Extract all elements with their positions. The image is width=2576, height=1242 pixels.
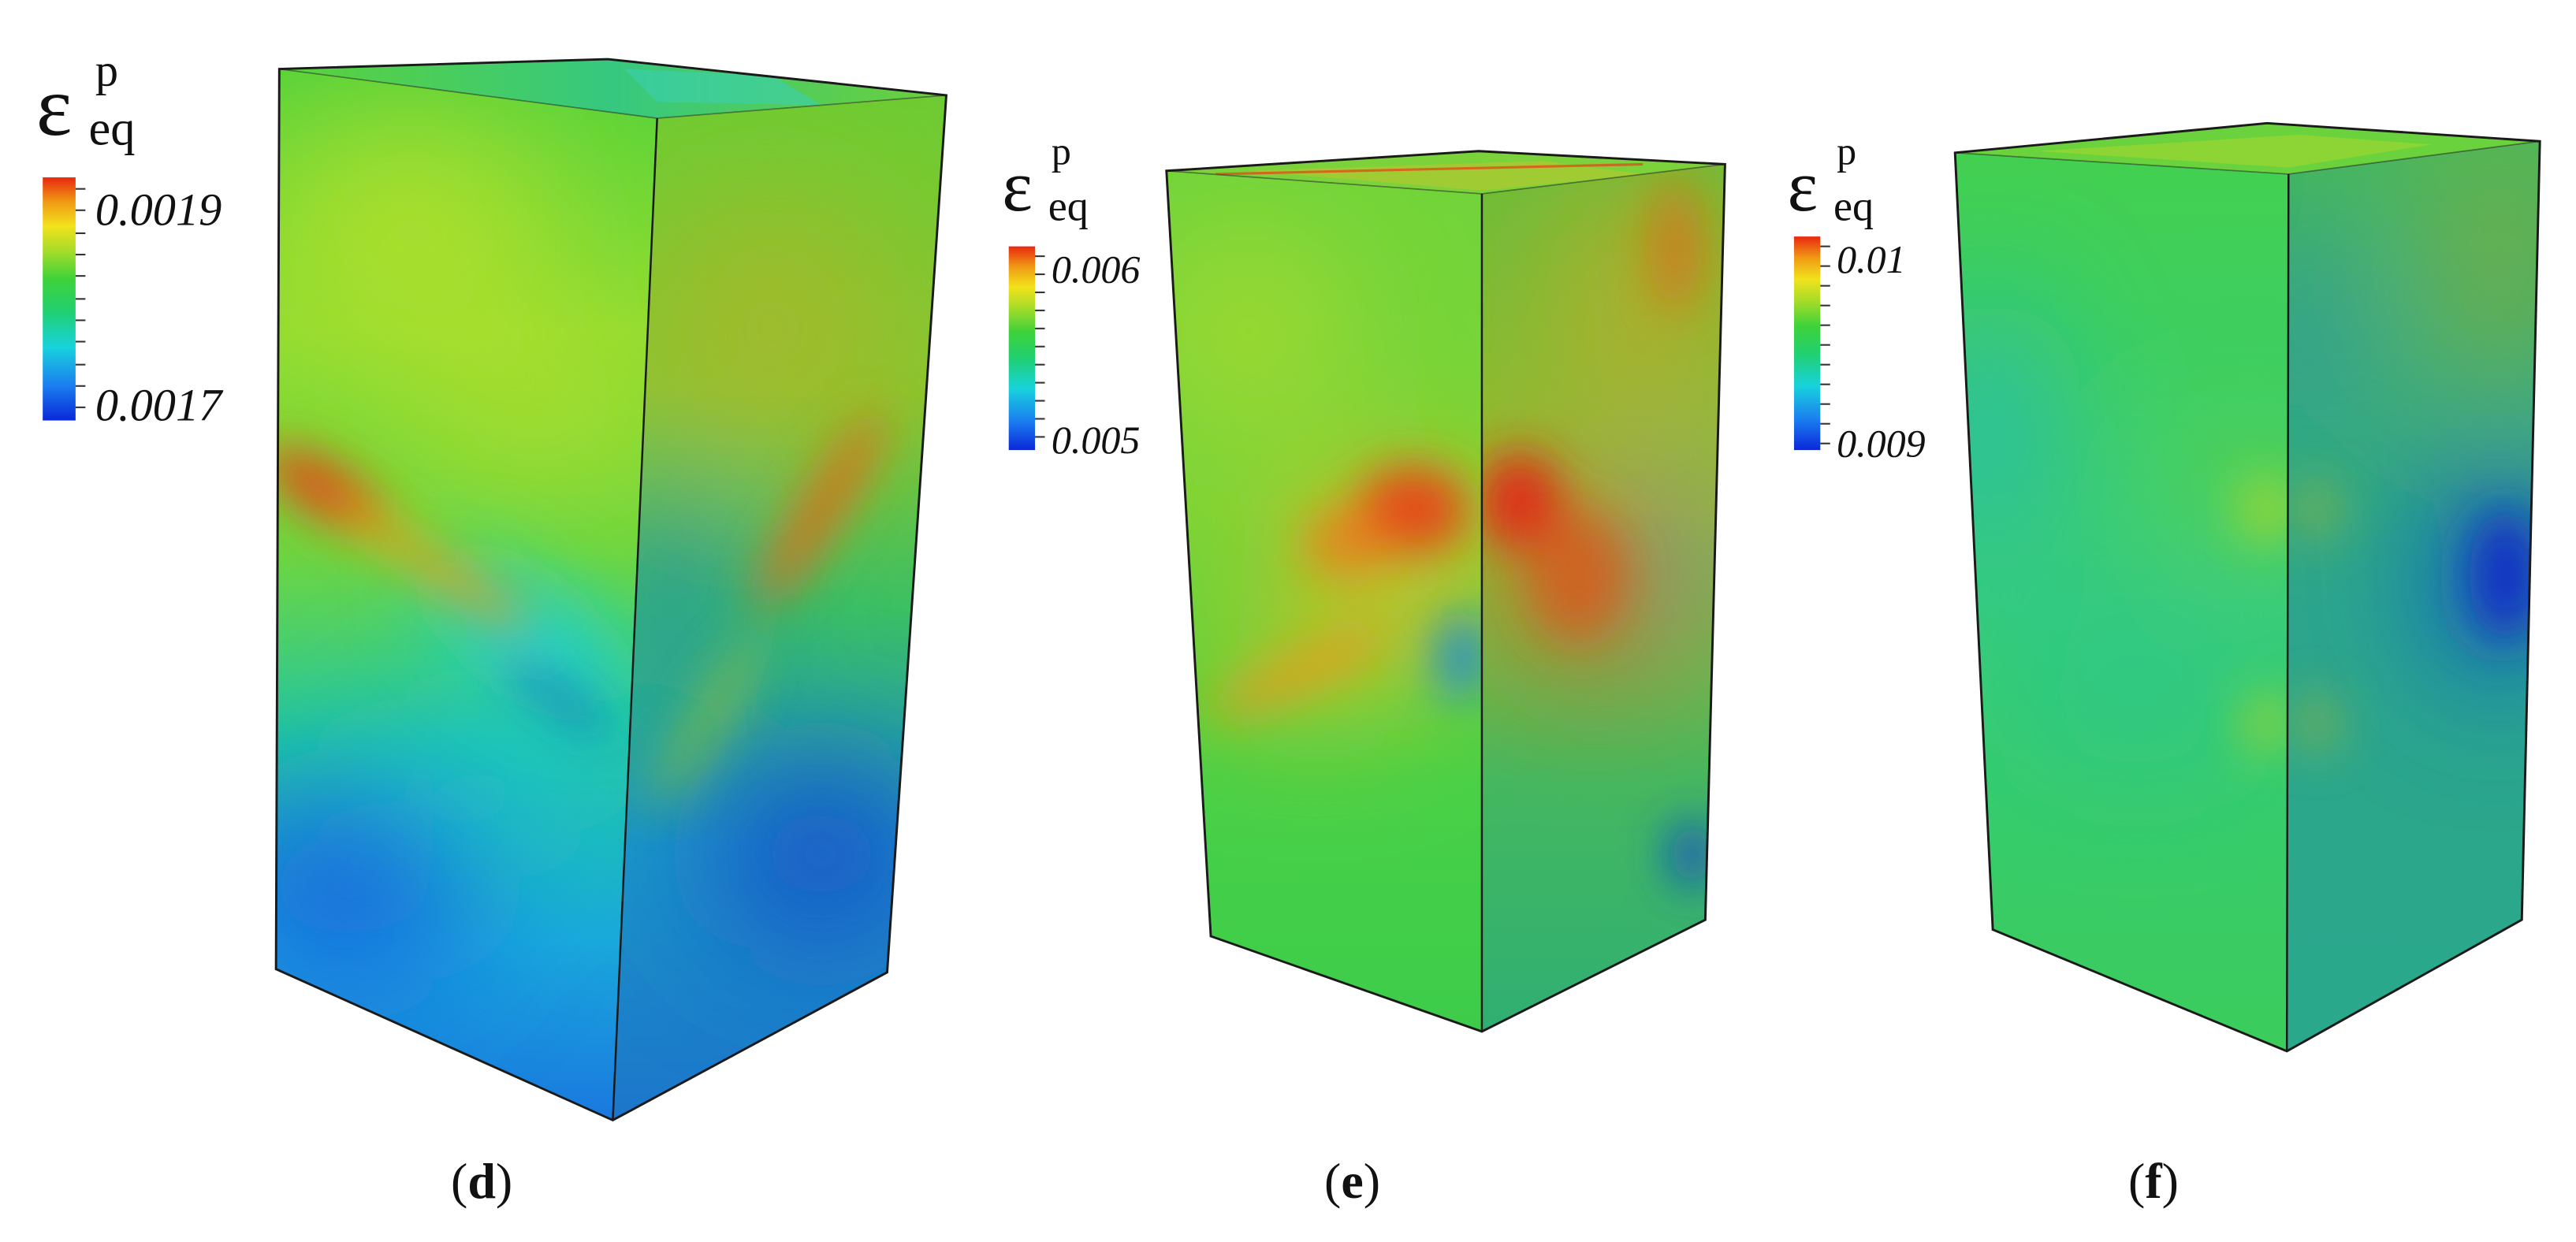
legend-e-min: 0.005 xyxy=(1052,418,1141,462)
cube-f-right-face xyxy=(2287,141,2541,1051)
legend-d-superscript: p xyxy=(95,44,118,95)
legend-d-symbol: ε xyxy=(36,59,73,154)
legend-d-subscript: eq xyxy=(89,100,136,155)
legend-e-symbol: ε xyxy=(1002,146,1033,226)
legend-e-colorbar xyxy=(1008,246,1036,451)
cube-f-outline xyxy=(1953,121,2541,1053)
panel-label-d: (d) xyxy=(451,1153,513,1209)
cube-f-left-face xyxy=(1955,152,2289,1051)
panel-label-e: (e) xyxy=(1324,1153,1381,1209)
legend-d: ε p eq 0.0019 0.0017 xyxy=(36,44,224,430)
legend-e: ε p eq 0.006 0.005 xyxy=(1002,128,1140,462)
legend-d-colorbar xyxy=(43,177,76,421)
legend-e-superscript: p xyxy=(1052,128,1071,173)
legend-f: ε p eq 0.01 0.009 xyxy=(1788,128,1926,465)
legend-d-max: 0.0019 xyxy=(95,184,221,236)
legend-e-max: 0.006 xyxy=(1052,247,1141,291)
cube-d xyxy=(274,58,948,1122)
panel-label-f: (f) xyxy=(2128,1153,2179,1209)
legend-f-max: 0.01 xyxy=(1837,237,1906,281)
cube-e-left-face xyxy=(1166,170,1482,1032)
cube-d-outline xyxy=(274,58,948,1122)
cube-e-right-face xyxy=(1481,164,1725,1032)
legend-f-superscript: p xyxy=(1837,128,1856,173)
cube-d-top-face-sheen xyxy=(624,69,822,106)
legend-f-colorbar xyxy=(1793,236,1821,451)
cube-f xyxy=(1953,121,2541,1053)
legend-f-subscript: eq xyxy=(1833,182,1874,229)
legend-e-ticks xyxy=(1035,255,1045,438)
cube-d-left-face xyxy=(276,69,657,1121)
legend-f-min: 0.009 xyxy=(1837,421,1926,465)
legend-f-ticks xyxy=(1820,245,1830,444)
cube-e xyxy=(1165,150,1726,1033)
cube-e-outline xyxy=(1165,150,1726,1033)
legend-f-symbol: ε xyxy=(1788,146,1818,226)
cube-d-right-face xyxy=(612,95,947,1121)
legend-e-subscript: eq xyxy=(1048,182,1089,229)
legend-d-min: 0.0017 xyxy=(95,380,224,431)
legend-d-ticks xyxy=(75,188,86,408)
